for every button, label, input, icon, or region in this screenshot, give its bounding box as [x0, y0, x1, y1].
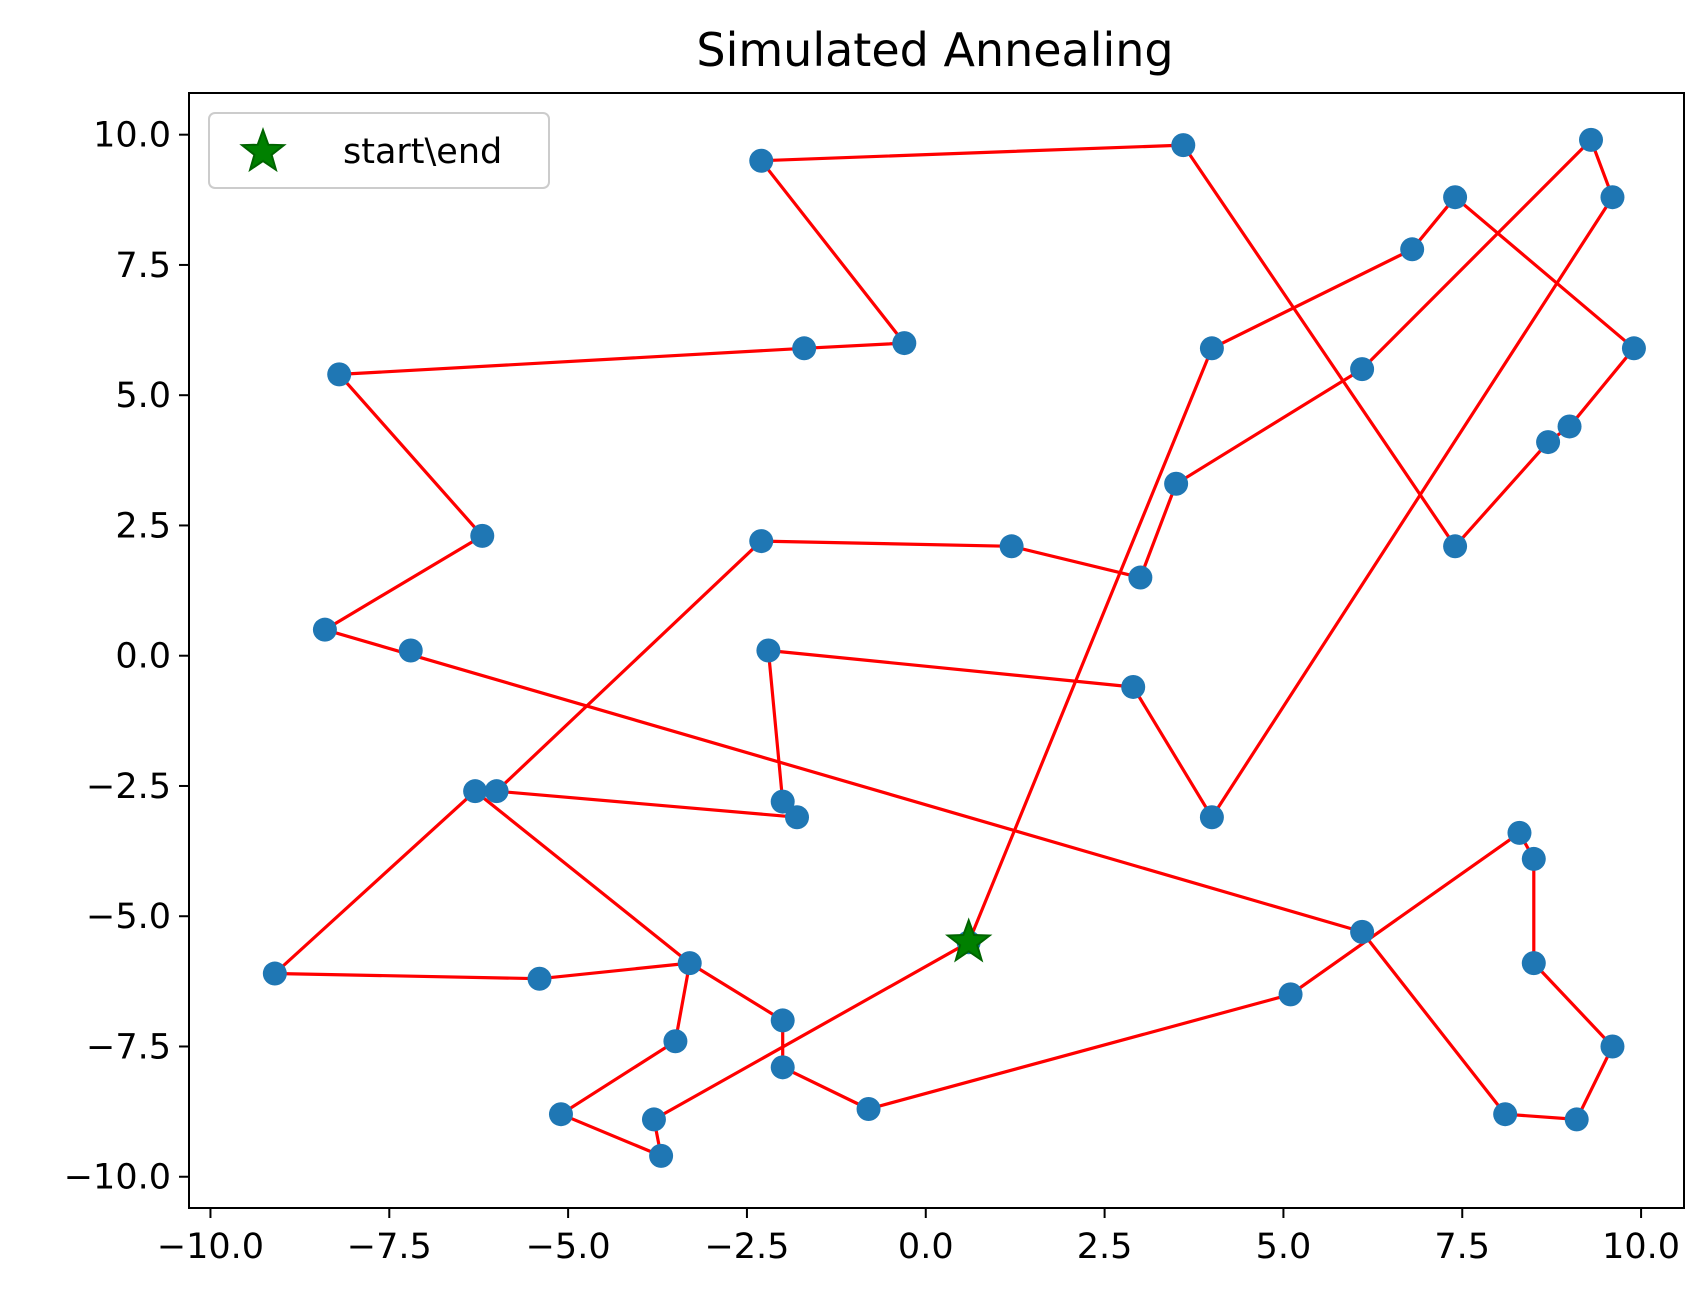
- city-point: [1128, 565, 1153, 590]
- city-point: [1621, 336, 1646, 361]
- y-tick-label: −10.0: [64, 1158, 171, 1198]
- city-point: [1350, 357, 1375, 382]
- city-point: [1400, 237, 1425, 262]
- start-end-marker: [945, 917, 993, 963]
- city-point: [749, 148, 774, 173]
- legend-label: start\end: [343, 132, 502, 172]
- y-tick-label: −7.5: [86, 1027, 171, 1067]
- x-tick-label: 7.5: [1434, 1227, 1490, 1267]
- city-point: [1564, 1107, 1589, 1132]
- y-tick-label: −5.0: [86, 897, 171, 937]
- x-tick-label: 0.0: [898, 1227, 954, 1267]
- legend-box: [208, 112, 550, 189]
- plot-border: [188, 92, 1685, 1209]
- city-point: [785, 805, 810, 830]
- x-axis: −10.0 −7.5 −5.0 −2.5 0.0 2.5 5.0 7.5 10.0: [157, 1208, 1680, 1267]
- y-tick-label: 2.5: [115, 506, 171, 546]
- city-point: [792, 336, 817, 361]
- city-point: [262, 961, 287, 986]
- legend-star-icon: [239, 127, 287, 173]
- city-point: [999, 534, 1024, 559]
- y-tick-label: −2.5: [86, 767, 171, 807]
- city-point: [1171, 133, 1196, 158]
- y-tick-label: 7.5: [115, 246, 171, 286]
- city-point: [398, 638, 423, 663]
- city-point: [1579, 127, 1604, 152]
- city-point: [663, 1029, 688, 1054]
- city-point: [892, 331, 917, 356]
- y-axis: −10.0 −7.5 −5.0 −2.5 0.0 2.5 5.0 7.5 10.0: [64, 116, 189, 1198]
- city-point: [463, 779, 488, 804]
- x-tick-label: −10.0: [157, 1227, 264, 1267]
- x-tick-label: 5.0: [1256, 1227, 1312, 1267]
- city-point: [1199, 336, 1224, 361]
- city-point: [1557, 414, 1582, 439]
- city-point: [1600, 185, 1625, 210]
- city-point: [1600, 1034, 1625, 1059]
- city-point: [484, 779, 509, 804]
- city-point: [856, 1097, 881, 1122]
- x-tick-label: 2.5: [1077, 1227, 1133, 1267]
- tour-path-line-2: [495, 138, 1615, 819]
- x-tick-label: 10.0: [1602, 1227, 1680, 1267]
- x-tick-label: −2.5: [704, 1227, 789, 1267]
- city-point: [770, 789, 795, 814]
- city-point: [677, 951, 702, 976]
- city-point: [1121, 674, 1146, 699]
- y-tick-label: 0.0: [115, 637, 171, 677]
- city-point: [1199, 805, 1224, 830]
- city-point: [327, 362, 352, 387]
- start-star-icon: [945, 917, 993, 963]
- city-point: [770, 1008, 795, 1033]
- city-point: [641, 1107, 666, 1132]
- city-point: [1278, 982, 1303, 1007]
- city-point: [470, 523, 495, 548]
- city-point: [1536, 430, 1561, 455]
- city-point: [527, 966, 552, 991]
- city-point: [1350, 919, 1375, 944]
- legend: start\end: [208, 112, 550, 189]
- city-point: [770, 1055, 795, 1080]
- city-point: [649, 1143, 674, 1168]
- city-point: [1521, 951, 1546, 976]
- x-tick-label: −5.0: [526, 1227, 611, 1267]
- city-point: [1493, 1102, 1518, 1127]
- x-tick-label: −7.5: [347, 1227, 432, 1267]
- city-point: [1164, 471, 1189, 496]
- city-point: [1443, 185, 1468, 210]
- city-point: [749, 529, 774, 554]
- city-point: [1507, 820, 1532, 845]
- city-point: [756, 638, 781, 663]
- chart-title: Simulated Annealing: [696, 23, 1173, 77]
- city-point: [1443, 534, 1468, 559]
- city-point: [1521, 846, 1546, 871]
- city-point: [548, 1102, 573, 1127]
- city-point: [312, 617, 337, 642]
- y-tick-label: 5.0: [115, 376, 171, 416]
- y-tick-label: 10.0: [93, 116, 171, 156]
